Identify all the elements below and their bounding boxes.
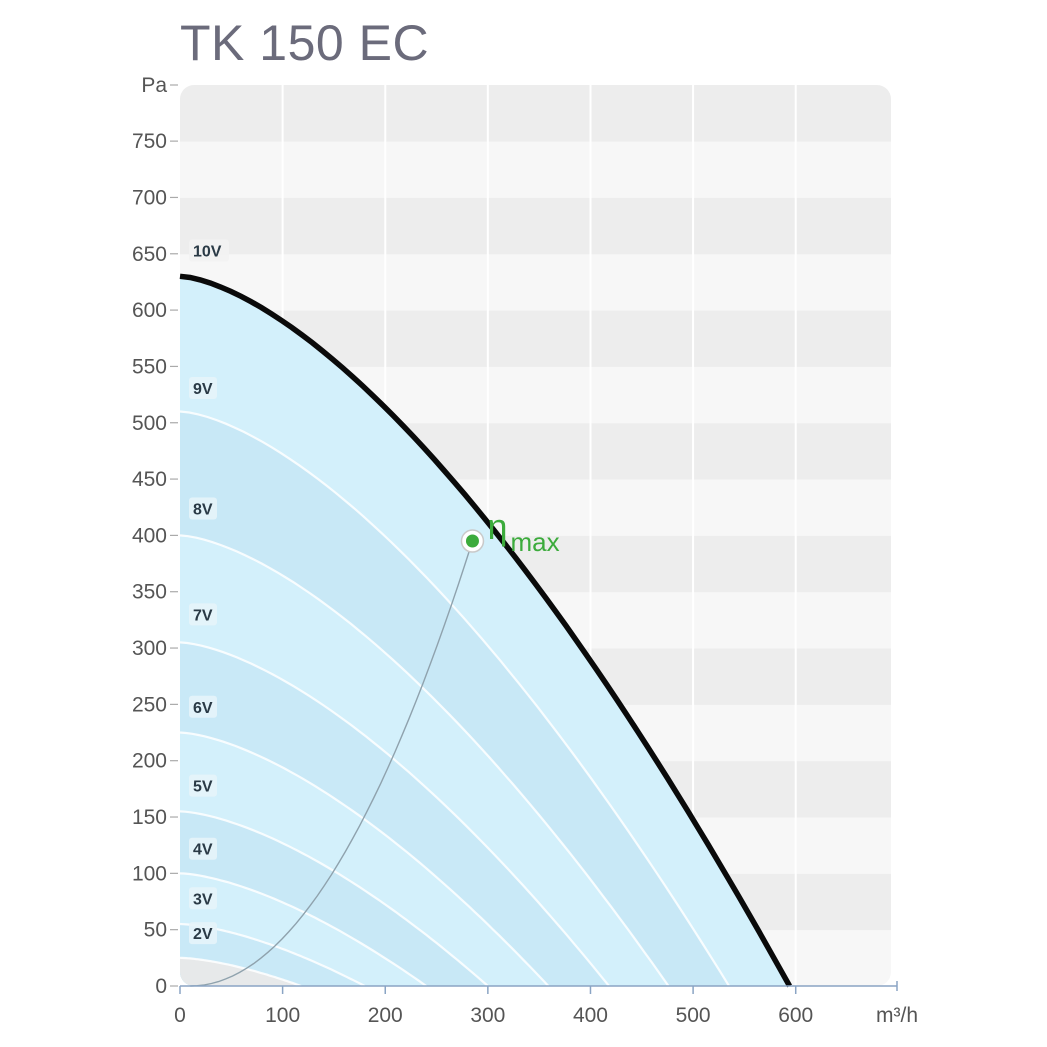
curve-label-10V: 10V (193, 244, 222, 261)
y-tick-label: 300 (132, 637, 167, 660)
y-tick-label: 450 (132, 468, 167, 491)
y-axis-unit-label: Pa (141, 74, 167, 97)
curve-label-3V: 3V (193, 891, 213, 908)
y-tick-label: 700 (132, 186, 167, 209)
y-tick-label: 550 (132, 355, 167, 378)
eta-max-subscript: max (510, 527, 559, 557)
y-tick-label: 200 (132, 750, 167, 773)
curve-group (180, 410, 730, 986)
x-tick-label: 300 (470, 1004, 505, 1027)
voltage-curves (179, 273, 792, 988)
background-band (180, 197, 891, 255)
x-tick-label: 400 (573, 1004, 608, 1027)
operating-areas (180, 276, 790, 986)
axes: 0 100 200 300 400 500 600 m³/h 0 50 100 150 200 250 30… (132, 74, 918, 1027)
curve-label-2V: 2V (193, 926, 213, 943)
curve-label-bg (189, 239, 229, 262)
curve-label-5V: 5V (193, 779, 213, 796)
efficiency-line (190, 540, 474, 987)
y-tick-label: 50 (144, 919, 167, 942)
curve-label-6V: 6V (193, 700, 213, 717)
y-tick-label: 150 (132, 806, 167, 829)
y-tick-label: 400 (132, 524, 167, 547)
x-tick-label: 100 (265, 1004, 300, 1027)
curve-line-8V (180, 534, 670, 986)
x-axis-unit-label: m³/h (876, 1004, 918, 1027)
y-tick-label: 600 (132, 299, 167, 322)
curve-labels: 10V 9V 8V 7V 6V 5V 4V 3V 2V (189, 239, 229, 945)
efficiency-system-curve (190, 540, 474, 987)
curve-label-8V: 8V (193, 501, 213, 518)
curve-line-7V (180, 641, 610, 986)
curve-label-bg (189, 887, 217, 910)
curve-label-bg (189, 774, 217, 797)
y-tick-label: 500 (132, 412, 167, 435)
curve-label-bg (189, 695, 217, 718)
curve-line-4V (180, 872, 427, 986)
curve-label-bg (189, 603, 217, 626)
x-tick-label: 500 (676, 1004, 711, 1027)
curve-line-6V (180, 731, 550, 986)
x-tick-label: 200 (368, 1004, 403, 1027)
eta-max-label: η (487, 506, 507, 547)
x-tick-label: 0 (174, 1004, 186, 1027)
area-group (180, 276, 790, 986)
curve-label-bg (189, 497, 217, 520)
y-tick-label: 0 (155, 975, 167, 998)
y-tick-label: 250 (132, 693, 167, 716)
chart-title: TK 150 EC (180, 15, 430, 71)
curve-label-7V: 7V (193, 607, 213, 624)
curve-label-bg (189, 837, 217, 860)
curve-line-10V (179, 273, 792, 988)
background-band (180, 141, 891, 198)
background-band (180, 85, 891, 142)
y-tick-label: 100 (132, 862, 167, 885)
curve-line-2V (180, 956, 302, 986)
y-tick-label: 750 (132, 130, 167, 153)
curve-label-bg (189, 376, 217, 399)
y-tick-label: 650 (132, 243, 167, 266)
curve-line-9V (180, 410, 730, 986)
curve-label-bg (189, 922, 217, 945)
curve-label-9V: 9V (193, 381, 213, 398)
efficiency-point: η max (460, 506, 560, 557)
eta-max-marker-dot (465, 534, 479, 548)
y-tick-label: 350 (132, 581, 167, 604)
background-band (180, 253, 891, 311)
curve-label-4V: 4V (193, 842, 213, 859)
x-tick-label: 600 (778, 1004, 813, 1027)
